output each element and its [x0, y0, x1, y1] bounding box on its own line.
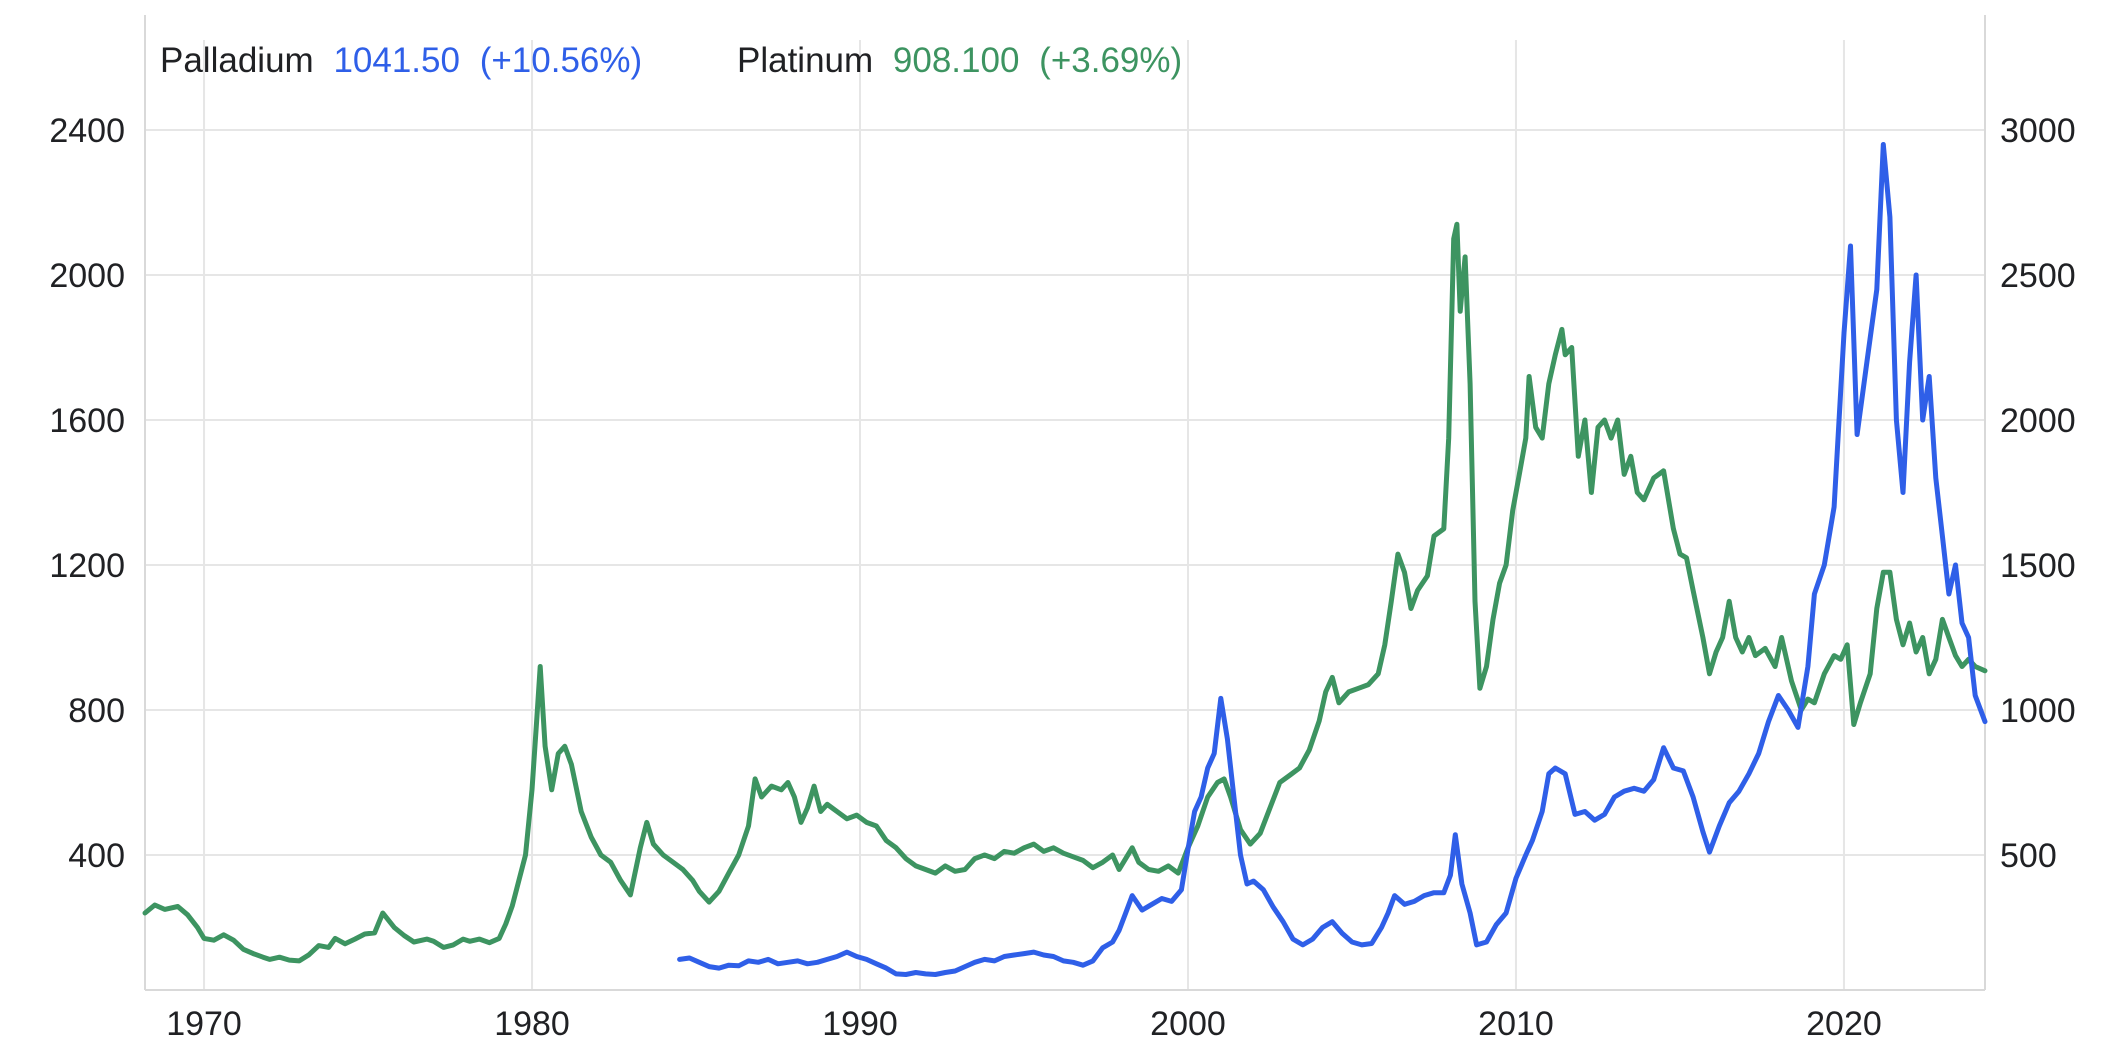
x-tick-2020: 2020 [1806, 1005, 1882, 1043]
right-tick-3000: 3000 [2000, 112, 2076, 150]
left-tick-1600: 1600 [49, 402, 125, 440]
right-tick-1500: 1500 [2000, 547, 2076, 585]
right-tick-2000: 2000 [2000, 402, 2076, 440]
x-tick-1990: 1990 [822, 1005, 898, 1043]
series-line-palladium[interactable] [677, 142, 1988, 977]
series-lines [142, 142, 1988, 977]
legend-platinum-change: (+3.69%) [1039, 41, 1182, 80]
left-tick-400: 400 [68, 837, 125, 875]
x-tick-2000: 2000 [1150, 1005, 1226, 1043]
x-tick-1980: 1980 [494, 1005, 570, 1043]
right-tick-500: 500 [2000, 837, 2057, 875]
x-tick-1970: 1970 [166, 1005, 242, 1043]
legend-platinum[interactable]: Platinum 908.100 (+3.69%) [737, 41, 1182, 80]
legend-palladium-name: Palladium [160, 41, 314, 80]
legend-palladium[interactable]: Palladium 1041.50 (+10.56%) [160, 41, 642, 80]
grid-lines [145, 40, 1985, 990]
tick-labels: 400 800 1200 1600 2000 2400 500 1000 1500 2000 250… [49, 112, 2075, 1043]
right-tick-2500: 2500 [2000, 257, 2076, 295]
left-tick-2000: 2000 [49, 257, 125, 295]
right-tick-1000: 1000 [2000, 692, 2076, 730]
series-line-platinum[interactable] [142, 221, 1988, 964]
left-tick-800: 800 [68, 692, 125, 730]
axes [144, 15, 1986, 991]
legend-palladium-change: (+10.56%) [480, 41, 642, 80]
legend-platinum-name: Platinum [737, 41, 873, 80]
legend-palladium-value: 1041.50 [333, 41, 460, 80]
x-tick-2010: 2010 [1478, 1005, 1554, 1043]
left-tick-1200: 1200 [49, 547, 125, 585]
legend-platinum-value: 908.100 [893, 41, 1020, 80]
legend: Palladium 1041.50 (+10.56%) Platinum 908… [160, 41, 1182, 80]
left-tick-2400: 2400 [49, 112, 125, 150]
